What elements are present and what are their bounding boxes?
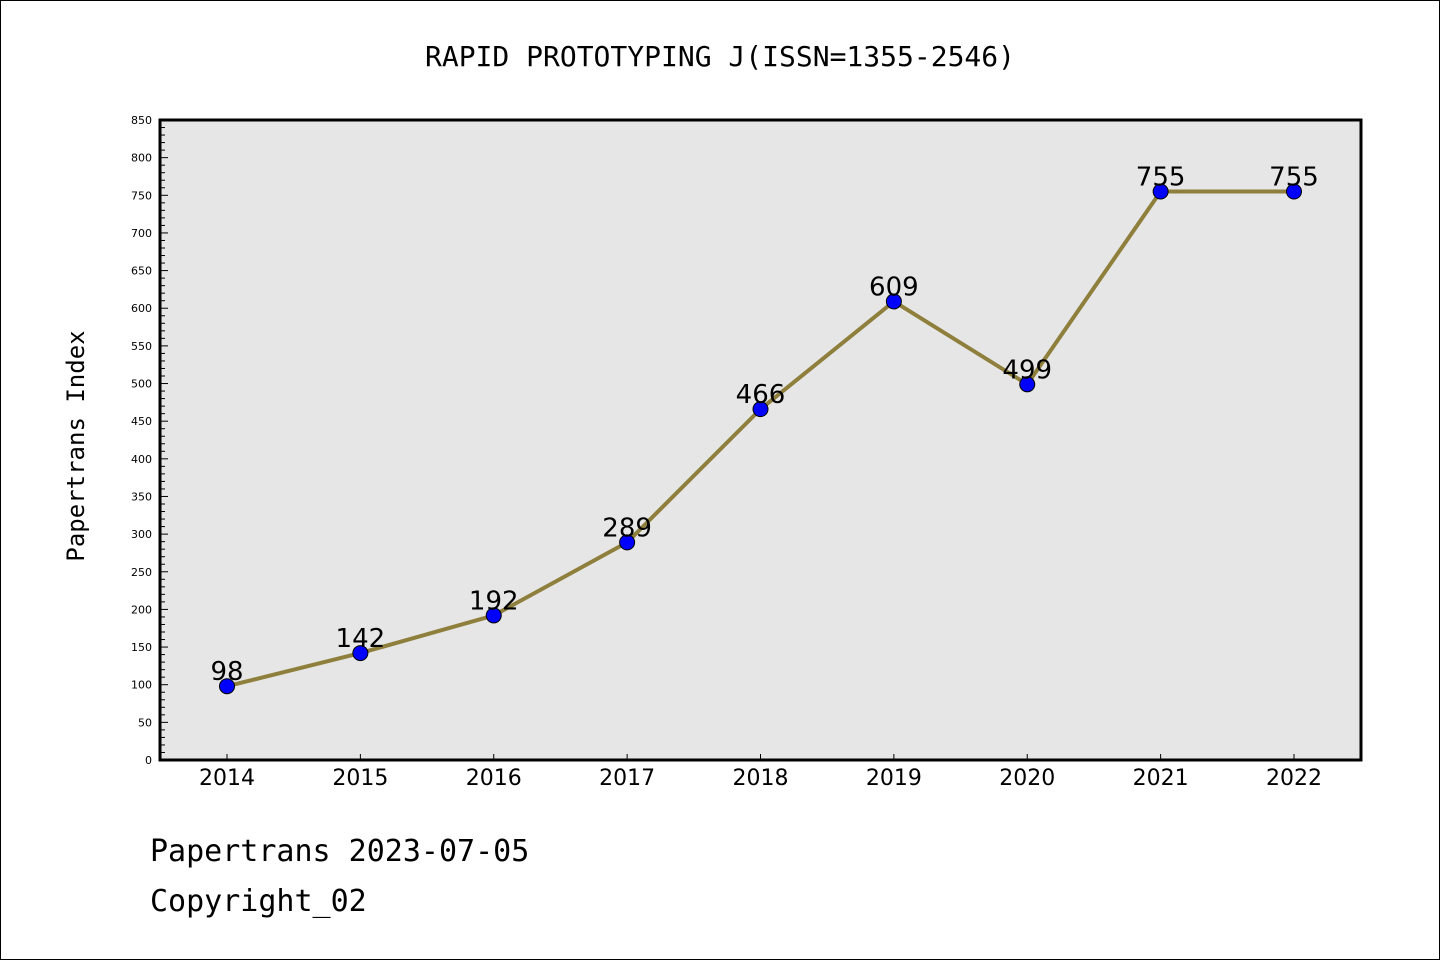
x-tick-label: 2017	[599, 766, 655, 791]
plot-area: 0 50 100 150 200 250 300 350 400 450 500 550 600 650 7…	[131, 114, 1363, 791]
data-point	[885, 293, 902, 310]
data-point	[1019, 376, 1036, 393]
y-tick-label: 300	[131, 528, 152, 541]
data-point	[1152, 183, 1169, 200]
y-tick-label: 850	[131, 114, 152, 127]
y-tick-label: 100	[131, 679, 152, 692]
data-point	[352, 645, 369, 662]
plot-background	[160, 120, 1361, 760]
y-tick-label: 500	[131, 378, 152, 391]
y-tick-label: 350	[131, 490, 152, 503]
y-tick-label: 200	[131, 603, 152, 616]
data-label: 755	[1269, 163, 1319, 193]
y-tick-label: 650	[131, 265, 152, 278]
data-label: 98	[210, 657, 243, 687]
x-tick-label: 2020	[999, 766, 1055, 791]
y-tick-label: 750	[131, 189, 152, 202]
data-label: 192	[469, 586, 519, 616]
y-tick-label: 700	[131, 227, 152, 240]
data-label: 142	[336, 624, 386, 654]
chart-title: RAPID PROTOTYPING J(ISSN=1355-2546)	[425, 40, 1015, 73]
x-tick-label: 2022	[1266, 766, 1322, 791]
x-tick-label: 2014	[199, 766, 255, 791]
y-tick-label: 600	[131, 302, 152, 315]
data-point	[1286, 183, 1302, 200]
y-tick-label: 450	[131, 415, 152, 428]
data-label: 466	[736, 380, 786, 410]
y-tick-label: 0	[145, 754, 152, 767]
x-tick-label: 2016	[466, 766, 522, 791]
y-tick-label: 50	[138, 716, 152, 729]
y-tick-label: 250	[131, 566, 152, 579]
data-label: 609	[869, 272, 919, 302]
footer-date: Papertrans 2023-07-05	[150, 834, 530, 869]
x-tick-label: 2019	[866, 766, 922, 791]
y-tick-label: 150	[131, 641, 152, 654]
x-tick-label: 2015	[332, 766, 388, 791]
footer-copyright: Copyright_02	[150, 884, 367, 919]
y-axis-label: Papertrans Index	[62, 330, 90, 561]
data-point	[485, 607, 502, 624]
data-label: 499	[1002, 355, 1052, 385]
data-label: 289	[602, 513, 652, 543]
data-label: 755	[1136, 163, 1186, 193]
plot-border	[158, 118, 1363, 762]
data-point	[752, 401, 769, 418]
y-tick-label: 400	[131, 453, 152, 466]
x-tick-label: 2021	[1133, 766, 1189, 791]
data-point	[619, 534, 636, 551]
x-tick-label: 2018	[733, 766, 789, 791]
y-tick-label: 800	[131, 152, 152, 165]
y-tick-label: 550	[131, 340, 152, 353]
data-point	[219, 678, 235, 695]
